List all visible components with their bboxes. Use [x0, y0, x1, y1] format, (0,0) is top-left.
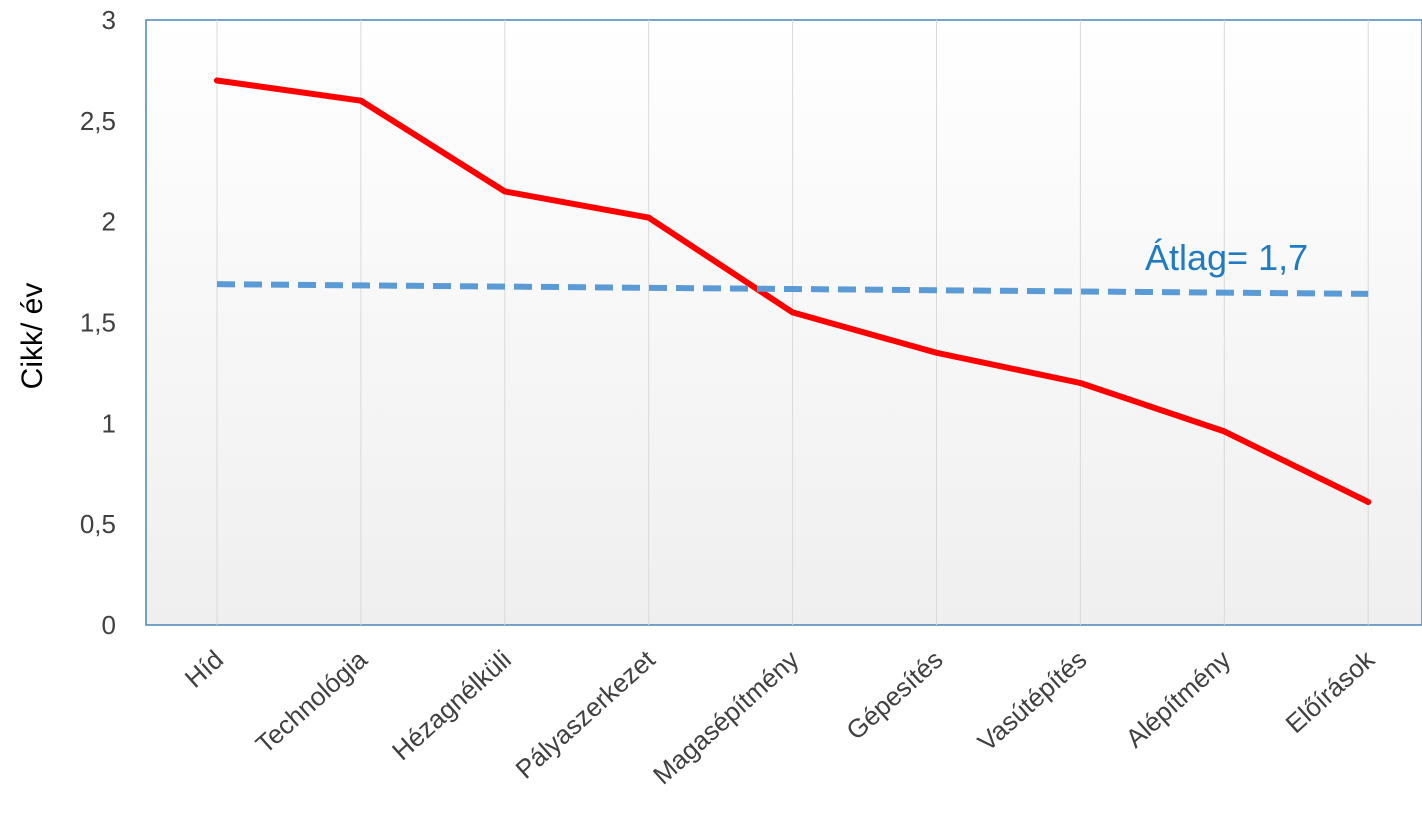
x-tick-label: Magasépítmény — [647, 644, 805, 790]
data-point — [1077, 380, 1084, 386]
average-annotation: Átlag= 1,7 — [1145, 237, 1308, 278]
data-point — [1365, 498, 1372, 505]
average-line — [216, 281, 1369, 297]
data-point — [645, 214, 652, 221]
x-tick-label: Vasútépítés — [972, 644, 1093, 757]
data-point — [933, 349, 940, 356]
grid-lines — [216, 20, 1369, 625]
y-tick-label: 1 — [102, 408, 116, 438]
series-layer — [214, 77, 1372, 505]
data-point — [214, 77, 220, 84]
data-point — [789, 309, 796, 316]
data-point — [1221, 428, 1228, 435]
y-tick-label: 0,5 — [80, 509, 116, 539]
y-tick-label: 2 — [102, 207, 116, 237]
x-tick-label: Hézagnélküli — [386, 644, 517, 766]
y-axis-title: Cikk/ év — [16, 283, 49, 390]
y-tick-label: 3 — [102, 5, 116, 35]
data-point — [357, 97, 364, 104]
x-tick-label: Gépesítés — [840, 644, 948, 746]
x-tick-label: Technológia — [250, 644, 374, 760]
x-tick-label: Előírások — [1280, 644, 1381, 739]
plot-area — [145, 19, 1422, 626]
data-point — [501, 188, 508, 195]
x-axis-labels: Híd Technológia HézagnélküliPályaszerkezet… — [179, 644, 1381, 791]
y-tick-label: 0 — [102, 610, 116, 640]
y-tick-label: 2,5 — [80, 106, 116, 136]
y-tick-label: 1,5 — [80, 308, 116, 338]
x-tick-label: Híd — [179, 644, 229, 693]
x-tick-label: Alépítmény — [1120, 644, 1237, 753]
x-tick-label: Pályaszerkezet — [510, 644, 662, 785]
y-axis-ticks: 0 0,5 1 1,5 2 2,5 3 — [80, 5, 116, 640]
